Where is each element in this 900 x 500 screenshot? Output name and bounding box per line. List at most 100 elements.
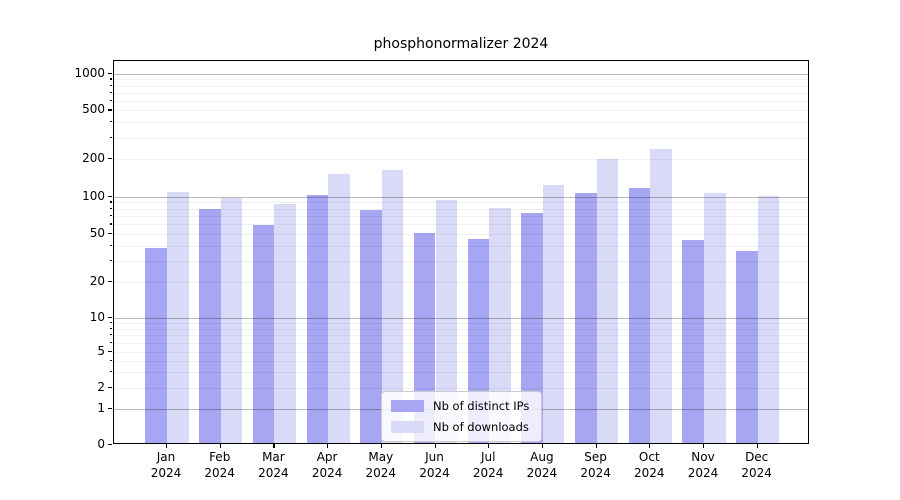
x-tick-label-aug: Aug 2024 bbox=[526, 450, 558, 480]
bar-distinct-ips-oct bbox=[628, 187, 651, 443]
gridline-minor bbox=[114, 282, 808, 284]
y-tick bbox=[108, 316, 112, 318]
gridline-minor bbox=[114, 100, 808, 102]
bar-downloads-aug bbox=[542, 184, 565, 443]
bar-downloads-sep bbox=[596, 158, 619, 443]
x-tick-label-oct: Oct 2024 bbox=[634, 450, 665, 480]
bar-distinct-ips-may bbox=[360, 209, 382, 443]
gridline-minor bbox=[114, 208, 808, 210]
bar-downloads-dec bbox=[757, 196, 780, 443]
x-tick-label-may: May 2024 bbox=[365, 450, 397, 480]
y-tick bbox=[108, 408, 112, 410]
bar-distinct-ips-sep bbox=[575, 192, 597, 443]
y-tick bbox=[108, 444, 112, 446]
legend: Nb of distinct IPs Nb of downloads bbox=[381, 391, 543, 442]
bar-distinct-ips-dec bbox=[736, 250, 758, 443]
bar-downloads-apr bbox=[328, 173, 350, 443]
x-tick bbox=[649, 444, 651, 448]
legend-label-distinct-ips: Nb of distinct IPs bbox=[433, 399, 530, 413]
bar-downloads-nov bbox=[704, 193, 726, 443]
bar-downloads-jul bbox=[489, 208, 511, 443]
legend-item-downloads: Nb of downloads bbox=[391, 420, 529, 434]
bar-distinct-ips-jan bbox=[145, 247, 167, 443]
y-tick bbox=[108, 109, 112, 111]
y-tick-label: 500 bbox=[82, 102, 105, 117]
y-tick bbox=[108, 72, 112, 74]
x-tick bbox=[273, 444, 275, 448]
y-minor-tick bbox=[109, 321, 112, 323]
y-tick-label: 100 bbox=[82, 188, 105, 203]
gridline-major bbox=[114, 73, 808, 75]
gridline-minor bbox=[114, 110, 808, 112]
y-minor-tick bbox=[109, 207, 112, 210]
gridline-minor bbox=[114, 328, 808, 330]
y-tick-label: 0 bbox=[97, 437, 105, 451]
x-tick-label-feb: Feb 2024 bbox=[204, 450, 235, 480]
bar-downloads-oct bbox=[650, 148, 672, 443]
y-minor-tick bbox=[109, 244, 112, 247]
bar-distinct-ips-mar bbox=[252, 225, 275, 443]
chart-title: phosphonormalizer 2024 bbox=[373, 36, 549, 52]
y-tick-label: 200 bbox=[82, 151, 105, 166]
gridline-minor bbox=[114, 335, 808, 337]
gridline-minor bbox=[114, 79, 808, 81]
gridline-minor bbox=[114, 92, 808, 94]
legend-item-distinct-ips: Nb of distinct IPs bbox=[391, 399, 529, 413]
bar-downloads-jan bbox=[167, 191, 189, 443]
y-minor-tick bbox=[109, 201, 112, 203]
bar-distinct-ips-nov bbox=[682, 240, 704, 443]
y-tick-label: 20 bbox=[89, 274, 105, 289]
gridline-minor bbox=[114, 351, 808, 353]
y-minor-tick bbox=[109, 99, 112, 101]
x-tick bbox=[434, 444, 436, 448]
gridline-minor bbox=[114, 234, 808, 236]
y-minor-tick bbox=[109, 136, 112, 138]
gridline-major bbox=[114, 317, 808, 319]
gridline-minor bbox=[114, 216, 808, 218]
gridline-minor bbox=[114, 371, 808, 373]
y-minor-tick bbox=[109, 327, 112, 329]
x-tick-label-nov: Nov 2024 bbox=[687, 450, 719, 480]
y-tick bbox=[108, 158, 112, 160]
bar-downloads-feb bbox=[220, 197, 243, 443]
x-tick-label-jun: Jun 2024 bbox=[419, 450, 450, 480]
y-tick bbox=[108, 233, 112, 235]
gridline-minor bbox=[114, 85, 808, 87]
y-minor-tick bbox=[109, 121, 112, 123]
x-tick bbox=[380, 444, 382, 448]
y-minor-tick bbox=[109, 370, 112, 373]
x-tick bbox=[595, 444, 597, 448]
bar-distinct-ips-aug bbox=[521, 213, 543, 443]
y-tick bbox=[108, 386, 112, 388]
y-tick bbox=[108, 281, 112, 283]
x-tick bbox=[756, 444, 758, 448]
gridline-minor bbox=[114, 224, 808, 226]
x-tick bbox=[327, 444, 329, 448]
x-tick-label-mar: Mar 2024 bbox=[258, 450, 289, 480]
legend-swatch-distinct-ips bbox=[391, 400, 424, 412]
y-minor-tick bbox=[109, 91, 112, 93]
y-minor-tick bbox=[109, 334, 112, 336]
plot-area: Nb of distinct IPs Nb of downloads bbox=[113, 60, 809, 444]
gridline-minor bbox=[114, 202, 808, 204]
gridline-minor bbox=[114, 137, 808, 139]
y-minor-tick bbox=[109, 259, 112, 262]
y-tick-label: 10 bbox=[89, 309, 105, 324]
bar-downloads-may bbox=[381, 170, 404, 443]
x-tick-label-jul: Jul 2024 bbox=[472, 450, 504, 480]
gridline-minor bbox=[114, 342, 808, 344]
y-tick bbox=[108, 195, 112, 197]
y-tick bbox=[108, 350, 112, 352]
x-tick-label-jan: Jan 2024 bbox=[150, 450, 182, 480]
x-tick bbox=[488, 444, 490, 448]
y-minor-tick bbox=[109, 84, 112, 86]
gridline-minor bbox=[114, 245, 808, 247]
legend-swatch-downloads bbox=[391, 421, 424, 433]
bar-downloads-jun bbox=[435, 199, 458, 443]
x-tick bbox=[219, 444, 221, 448]
gridline-minor bbox=[114, 387, 808, 389]
bar-distinct-ips-feb bbox=[199, 208, 221, 443]
y-tick-label: 1 bbox=[97, 401, 105, 415]
gridline-minor bbox=[114, 360, 808, 362]
